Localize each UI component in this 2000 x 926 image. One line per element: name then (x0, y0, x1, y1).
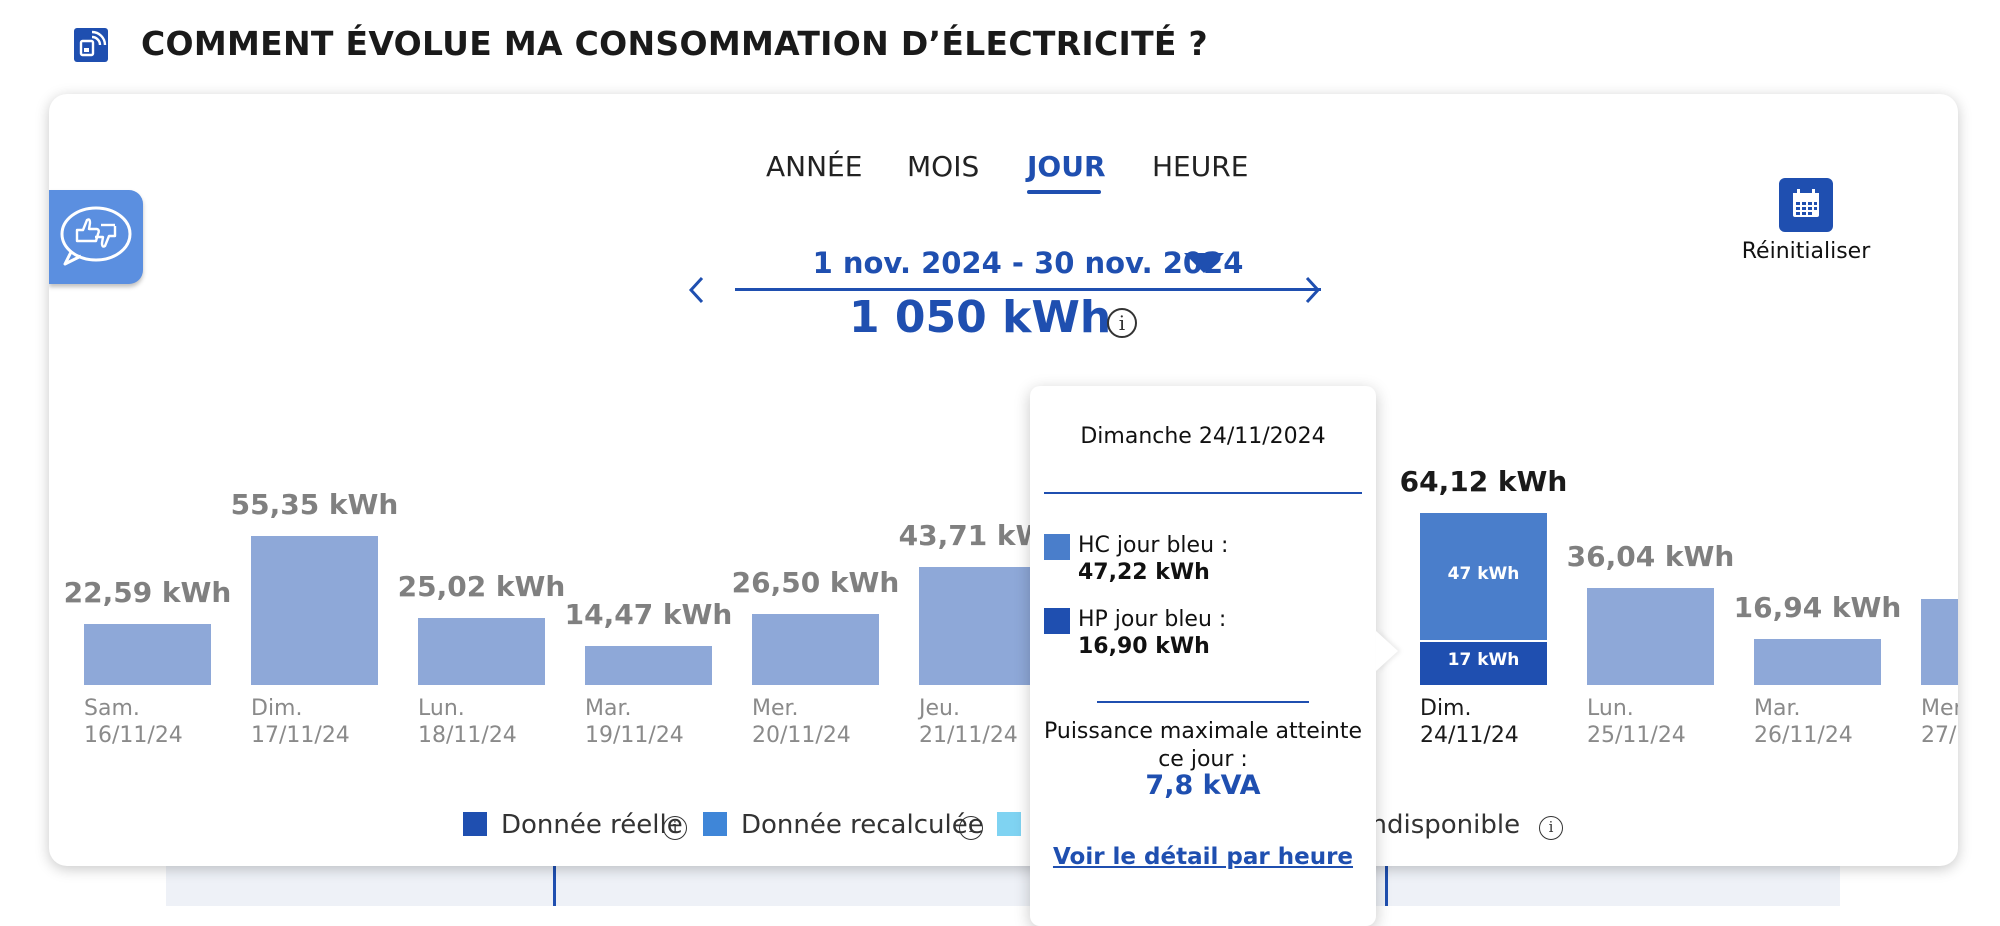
bar-value-label: 36,04 kWh (1566, 540, 1735, 574)
chart-bar[interactable] (418, 617, 545, 685)
chevron-left-icon (688, 276, 704, 304)
tooltip-pointer (1376, 631, 1398, 671)
x-axis-label: Mar. 19/11/24 (585, 696, 684, 748)
x-axis-label: Lun. 25/11/24 (1587, 696, 1686, 748)
chart-bar[interactable] (585, 646, 712, 685)
period-selector[interactable]: 1 nov. 2024 - 30 nov. 2024 (812, 246, 1244, 280)
chart-bar[interactable] (919, 567, 1046, 685)
x-axis-label: Lun. 18/11/24 (418, 696, 517, 748)
x-axis-label: Jeu. 21/11/24 (919, 696, 1018, 748)
chart-bar-hp[interactable] (1420, 639, 1547, 685)
thumbs-feedback-icon (60, 206, 132, 266)
x-axis-label: Dim. 17/11/24 (251, 696, 350, 748)
tab-heure[interactable]: HEURE (1152, 150, 1249, 183)
x-axis-label: Mer. 20/11/24 (752, 696, 851, 748)
tab-annee[interactable]: ANNÉE (766, 150, 863, 183)
period-total: 1 050 kWh (849, 292, 1112, 343)
x-axis-label: Sam. 16/11/24 (84, 696, 183, 748)
bar-value-label: 26,50 kWh (731, 565, 900, 599)
period-dropdown-caret-icon[interactable] (1184, 253, 1224, 273)
tooltip-power-label: Puissance maximale atteinte ce jour : (1044, 719, 1362, 772)
calendar-icon (1793, 189, 1819, 217)
tooltip-hc-value: 47,22 kWh (1078, 560, 1210, 585)
bar-value-label: 14,47 kWh (564, 598, 733, 632)
tooltip-hc-label: HC jour bleu : (1078, 533, 1229, 558)
daily-consumption-chart: 22,59 kWh Sam. 16/11/24 55,35 kWh Dim. 17/1… (49, 94, 1958, 866)
previous-period-button[interactable] (682, 270, 712, 310)
tooltip-hp-label: HP jour bleu : (1078, 607, 1227, 632)
bar-value-label: 22,59 kWh (63, 576, 232, 610)
chevron-right-icon (1305, 276, 1321, 304)
tooltip-hc-swatch (1044, 534, 1070, 560)
tooltip-divider (1044, 492, 1362, 494)
total-info-icon[interactable]: i (1107, 308, 1137, 338)
tab-mois[interactable]: MOIS (907, 150, 980, 183)
tooltip-hp-value: 16,90 kWh (1078, 634, 1210, 659)
stack-segment-label: 17 kWh (1447, 650, 1520, 671)
chart-bar-hc[interactable] (1420, 512, 1547, 640)
legend-real-info-icon[interactable]: i (663, 816, 687, 840)
chart-bar[interactable] (1921, 598, 1958, 685)
legend-unavailable-info-icon[interactable]: i (1539, 816, 1563, 840)
next-period-button[interactable] (1297, 270, 1327, 310)
bar-value-label: 32 (1881, 551, 1958, 584)
tooltip-power-value: 7,8 kVA (1145, 770, 1261, 801)
page-header (74, 22, 108, 68)
bar-value-label: 64,12 kWh (1399, 464, 1568, 498)
legend-swatch-estimated (997, 812, 1021, 836)
legend-swatch-real (463, 812, 487, 836)
tooltip-divider (1097, 701, 1309, 703)
chart-bar[interactable] (1587, 588, 1714, 685)
legend-recalculated-info-icon[interactable]: i (959, 816, 983, 840)
chart-bar[interactable] (752, 613, 879, 685)
tooltip-hp-swatch (1044, 608, 1070, 634)
legend-swatch-recalculated (703, 812, 727, 836)
chart-bar[interactable] (1754, 639, 1881, 685)
feedback-button[interactable] (49, 190, 143, 284)
period-underline (735, 288, 1321, 291)
x-axis-label: Dim. 24/11/24 (1420, 696, 1519, 748)
x-axis-label: Mer. 27/11/24 (1921, 696, 1958, 748)
reset-label: Réinitialiser (1741, 239, 1871, 264)
active-tab-indicator (1027, 190, 1101, 194)
chart-bar[interactable] (251, 536, 378, 685)
hourly-detail-link[interactable]: Voir le détail par heure (1052, 844, 1354, 870)
day-tooltip: Dimanche 24/11/2024 HC jour bleu : 47,22… (1030, 386, 1376, 926)
reset-button[interactable] (1779, 178, 1833, 232)
x-axis-label: Mar. 26/11/24 (1754, 696, 1853, 748)
panel-divider (1385, 866, 1388, 906)
legend-real-label: Donnée réelle (501, 810, 683, 840)
chart-bar[interactable] (84, 624, 211, 685)
bar-value-label: 55,35 kWh (230, 488, 399, 522)
consumption-card: ANNÉE MOIS JOUR HEURE Réinitialiser 1 no… (49, 94, 1958, 866)
tooltip-title: Dimanche 24/11/2024 (1080, 424, 1326, 449)
smart-meter-icon (74, 28, 108, 62)
tab-jour[interactable]: JOUR (1027, 150, 1106, 183)
panel-divider (553, 866, 556, 906)
stack-segment-label: 47 kWh (1447, 564, 1520, 585)
bar-value-label: 25,02 kWh (397, 569, 566, 603)
page-title: COMMENT ÉVOLUE MA CONSOMMATION D’ÉLECTRI… (141, 24, 1208, 63)
legend-recalculated-label: Donnée recalculée (741, 810, 984, 840)
background-panel (166, 866, 1840, 906)
bar-value-label: 16,94 kWh (1733, 591, 1902, 625)
